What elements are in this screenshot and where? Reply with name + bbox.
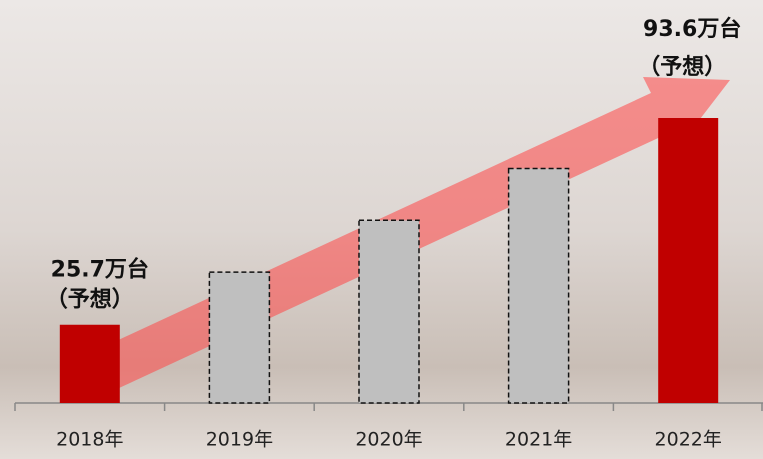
x-tick-label: 2022年: [655, 429, 722, 451]
bar: [507, 167, 570, 404]
bar: [208, 271, 271, 404]
x-tick-label: 2018年: [56, 429, 123, 451]
x-tick-label: 2021年: [505, 429, 572, 451]
value-note: （予想）: [638, 55, 726, 80]
value-note: （予想）: [46, 288, 134, 313]
x-tick-label: 2019年: [206, 429, 273, 451]
bar: [358, 219, 420, 404]
value-label: 25.7万台: [51, 257, 149, 283]
value-label: 93.6万台: [643, 16, 741, 42]
x-tick-label: 2020年: [355, 429, 422, 451]
bar: [658, 118, 719, 403]
bar: [59, 324, 120, 403]
